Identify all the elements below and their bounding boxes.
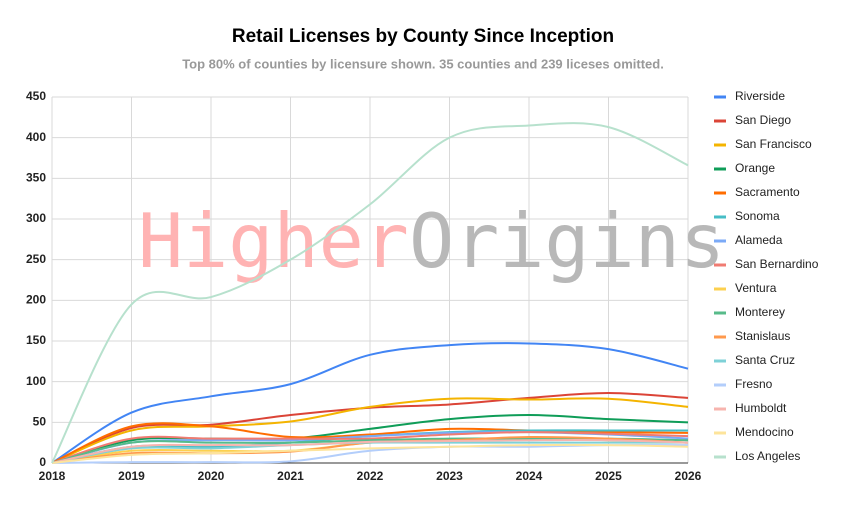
series-line bbox=[51, 443, 689, 464]
x-tick-label: 2025 bbox=[595, 469, 622, 483]
y-tick-label: 50 bbox=[33, 415, 47, 429]
series-line bbox=[51, 397, 689, 464]
legend-label: Riverside bbox=[735, 89, 785, 103]
x-tick-label: 2024 bbox=[516, 469, 543, 483]
series-line bbox=[51, 414, 689, 464]
x-tick-label: 2018 bbox=[39, 469, 66, 483]
legend-label: Monterey bbox=[735, 305, 785, 319]
series-line bbox=[51, 422, 689, 464]
lines bbox=[51, 122, 689, 464]
legend-label: Alameda bbox=[735, 233, 783, 247]
legend-label: Santa Cruz bbox=[735, 353, 795, 367]
legend-label: Los Angeles bbox=[735, 449, 800, 463]
legend-label: Ventura bbox=[735, 281, 777, 295]
chart-subtitle: Top 80% of counties by licensure shown. … bbox=[182, 56, 664, 71]
y-tick-label: 100 bbox=[26, 374, 46, 388]
x-tick-label: 2021 bbox=[277, 469, 304, 483]
x-tick-label: 2020 bbox=[198, 469, 225, 483]
legend-label: San Diego bbox=[735, 113, 791, 127]
y-tick-label: 450 bbox=[26, 89, 46, 103]
y-tick-label: 200 bbox=[26, 293, 46, 307]
watermark-part: Origins bbox=[409, 197, 725, 285]
x-tick-label: 2022 bbox=[357, 469, 384, 483]
legend-label: San Bernardino bbox=[735, 257, 819, 271]
y-tick-label: 350 bbox=[26, 171, 46, 185]
y-tick-label: 250 bbox=[26, 252, 46, 266]
series-line bbox=[51, 342, 689, 464]
legend-label: San Francisco bbox=[735, 137, 812, 151]
grid: 0 50 100 150 200 250 300 350 400 450 2018 2019 2020 2… bbox=[26, 89, 702, 483]
legend-label: Humboldt bbox=[735, 401, 787, 415]
y-tick-label: 400 bbox=[26, 130, 46, 144]
series-line bbox=[51, 431, 689, 464]
y-tick-label: 150 bbox=[26, 333, 46, 347]
legend-label: Fresno bbox=[735, 377, 773, 391]
x-tick-label: 2019 bbox=[118, 469, 145, 483]
x-tick-label: 2023 bbox=[436, 469, 463, 483]
y-tick-label: 0 bbox=[39, 455, 46, 469]
y-tick-label: 300 bbox=[26, 211, 46, 225]
legend-label: Stanislaus bbox=[735, 329, 790, 343]
chart-title: Retail Licenses by County Since Inceptio… bbox=[232, 26, 614, 47]
series-line bbox=[51, 439, 689, 464]
series-line bbox=[51, 122, 689, 464]
watermark-part: Higher bbox=[138, 197, 409, 285]
legend-label: Orange bbox=[735, 161, 775, 175]
legend: Riverside San Diego San Francisco Orange Sac… bbox=[714, 89, 819, 463]
legend-label: Sacramento bbox=[735, 185, 800, 199]
watermark: HigherOrigins bbox=[138, 197, 725, 285]
x-tick-label: 2026 bbox=[675, 469, 702, 483]
legend-label: Mendocino bbox=[735, 425, 794, 439]
legend-label: Sonoma bbox=[735, 209, 780, 223]
